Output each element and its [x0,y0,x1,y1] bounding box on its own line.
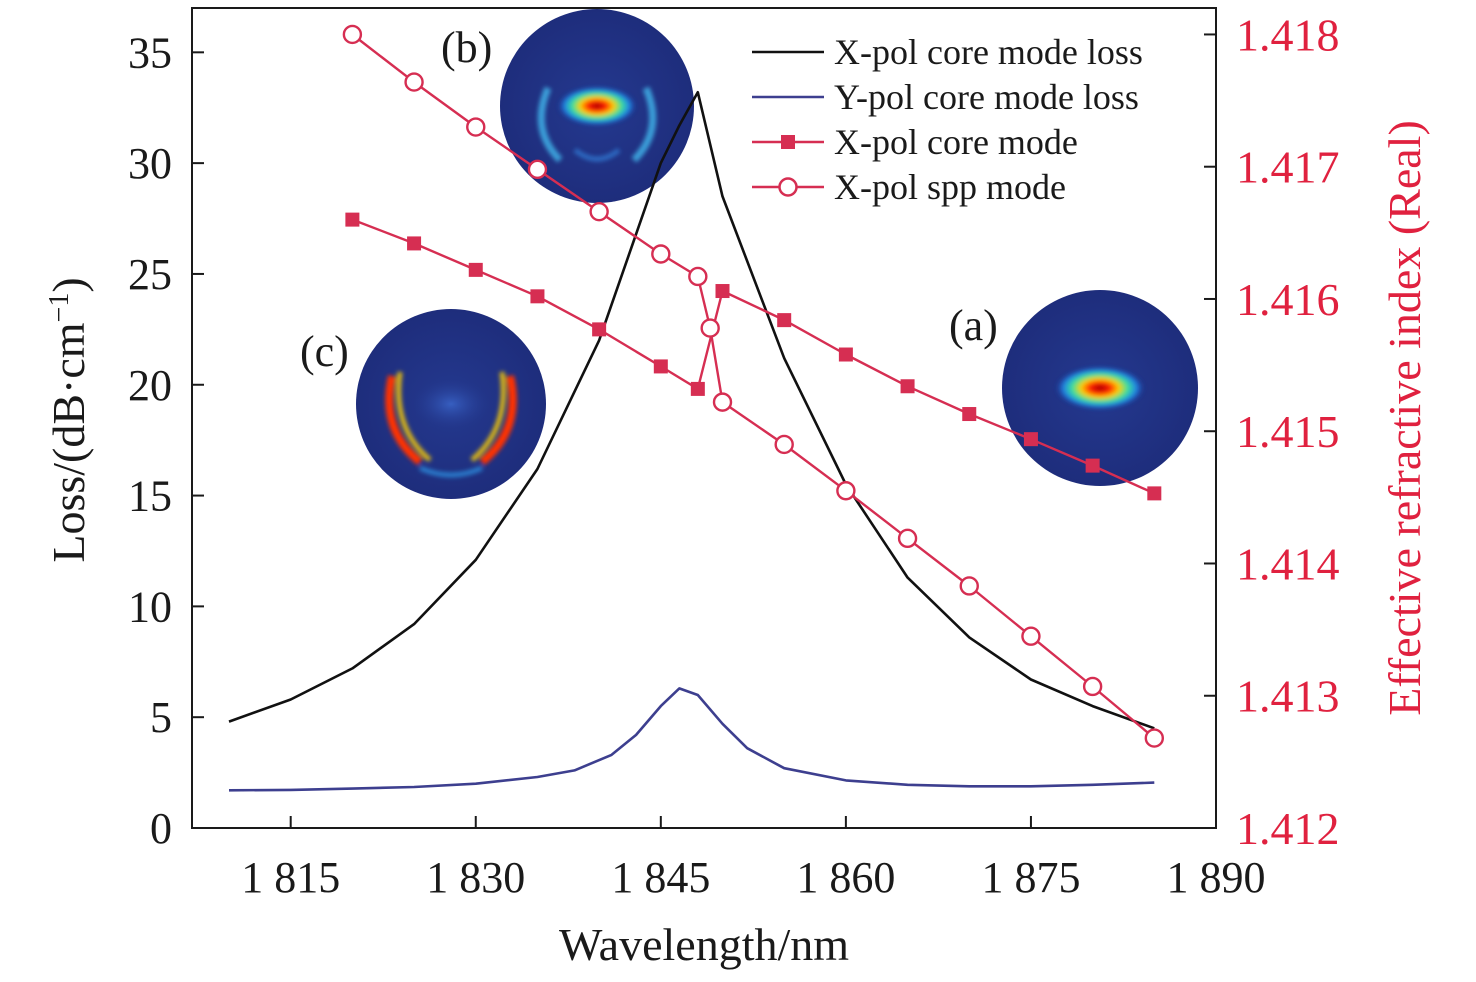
left-y-axis-ticks: 0 5 10 15 20 25 30 35 [128,28,204,853]
legend-label-y-pol-core-mode-loss: Y-pol core mode loss [834,77,1139,117]
left-y-tick-label-35: 35 [128,28,172,77]
right-y-tick-label-1-418: 1.418 [1236,9,1340,60]
left-y-tick-label-30: 30 [128,139,172,188]
point-x-pol-spp-mode-14 [1082,676,1103,697]
left-y-axis-label-close: ) [43,277,94,292]
point-x-pol-core-mode-14 [1147,486,1162,501]
point-x-pol-core-mode-12 [1023,432,1038,447]
point-x-pol-spp-mode-6 [688,266,708,287]
point-x-pol-spp-mode-5 [651,244,671,264]
legend-label-x-pol-core-mode: X-pol core mode [834,122,1078,162]
point-x-pol-core-mode-13 [1085,458,1100,473]
point-x-pol-core-mode-4 [592,322,607,337]
right-y-tick-label-1-415: 1.415 [1236,406,1340,457]
point-x-pol-spp-mode-8 [712,392,733,412]
series-line-x-pol-spp-mode [351,33,1156,740]
point-x-pol-spp-mode-3 [527,159,548,180]
inset-c-label: (c) [300,327,349,376]
left-y-tick-label-5: 5 [150,693,172,742]
legend-label-x-pol-spp-mode: X-pol spp mode [834,167,1066,207]
point-x-pol-spp-mode-11 [897,528,918,549]
right-y-axis-label: Effective refractive index (Real) [1379,120,1430,716]
point-x-pol-spp-mode-15 [1144,728,1165,748]
point-x-pol-core-mode-2 [468,262,483,277]
series-line-x-pol-core-mode-loss [228,90,1155,730]
x-tick-label-1815: 1 815 [241,853,340,902]
x-axis-ticks: 1 815 1 830 1 845 1 860 1 875 1 890 [241,816,1266,902]
point-x-pol-core-mode-1 [407,236,422,251]
left-y-axis-label-main: Loss/(dB·cm [43,322,94,562]
legend-label-x-pol-core-mode-loss: X-pol core mode loss [834,32,1143,72]
point-x-pol-spp-mode-4 [589,201,609,222]
plot-frame [191,7,1217,829]
inset-b: (b) [441,9,694,203]
point-x-pol-spp-mode-13 [1021,626,1041,646]
point-x-pol-spp-mode-10 [836,481,856,501]
right-y-tick-label-1-414: 1.414 [1236,538,1340,589]
point-x-pol-spp-mode-0 [342,24,363,45]
point-x-pol-core-mode-7 [715,284,730,299]
legend-marker-x-pol-core-mode [781,135,795,149]
right-y-axis-ticks: 1.412 1.413 1.414 1.415 1.416 1.417 1.418 [1204,9,1340,854]
legend: X-pol core mode loss Y-pol core mode los… [752,32,1143,207]
left-y-axis-label: Loss/(dB·cm−1) [43,277,94,562]
point-x-pol-spp-mode-12 [959,576,979,596]
point-x-pol-spp-mode-7 [700,318,720,338]
point-x-pol-core-mode-6 [690,381,705,396]
point-x-pol-core-mode-11 [962,407,977,422]
point-x-pol-core-mode-3 [530,289,545,304]
series-layer [228,24,1165,792]
legend-marker-x-pol-spp-mode [778,177,798,197]
right-y-tick-label-1-413: 1.413 [1236,671,1340,722]
left-y-tick-label-20: 20 [128,361,172,410]
inset-a: (a) [949,290,1198,486]
point-x-pol-core-mode-8 [777,313,792,328]
series-line-y-pol-core-mode-loss [228,687,1155,792]
point-x-pol-core-mode-0 [345,212,360,227]
right-y-tick-label-1-417: 1.417 [1236,142,1340,193]
right-y-tick-label-1-412: 1.412 [1236,803,1340,854]
point-x-pol-spp-mode-1 [404,72,424,92]
x-tick-label-1845: 1 845 [611,853,710,902]
left-y-axis-label-sup: −1 [44,293,75,323]
point-x-pol-core-mode-5 [653,359,668,374]
left-y-tick-label-15: 15 [128,472,172,521]
x-axis-label: Wavelength/nm [559,919,849,970]
x-tick-label-1860: 1 860 [796,853,895,902]
x-tick-label-1875: 1 875 [981,853,1080,902]
point-x-pol-core-mode-9 [838,347,853,362]
inset-b-label: (b) [441,23,492,72]
right-y-tick-label-1-416: 1.416 [1236,274,1340,325]
left-y-tick-label-10: 10 [128,582,172,631]
left-y-tick-label-25: 25 [128,250,172,299]
inset-c: (c) [300,309,546,499]
x-tick-label-1890: 1 890 [1167,853,1266,902]
inset-a-label: (a) [949,301,998,350]
point-x-pol-core-mode-10 [900,379,915,394]
point-x-pol-spp-mode-9 [774,434,794,455]
x-tick-label-1830: 1 830 [426,853,525,902]
point-x-pol-spp-mode-2 [466,117,486,137]
left-y-tick-label-0: 0 [150,804,172,853]
